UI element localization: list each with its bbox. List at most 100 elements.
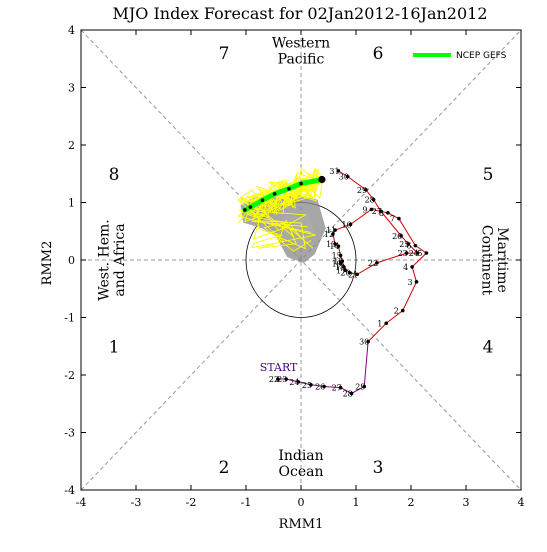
observed-point bbox=[322, 384, 326, 389]
region-left-line1: West. Hem. bbox=[97, 219, 113, 300]
observed-point bbox=[397, 216, 401, 221]
ensemble-mean-point bbox=[260, 198, 265, 202]
observed-point bbox=[345, 174, 350, 179]
legend: NCEP GEFS bbox=[413, 51, 507, 61]
day-label: 24 bbox=[289, 378, 299, 387]
y-axis-label: RMM2 bbox=[40, 241, 55, 286]
observed-point bbox=[309, 382, 313, 387]
x-tick-label: -1 bbox=[241, 496, 252, 509]
phase-label: 1 bbox=[109, 337, 120, 357]
y-tick-label: 0 bbox=[68, 254, 75, 267]
ensemble-member-line bbox=[245, 173, 323, 210]
ensemble-mean-point bbox=[318, 175, 326, 184]
observed-point bbox=[296, 380, 301, 384]
day-label: 25 bbox=[302, 381, 312, 390]
observed-point bbox=[355, 272, 359, 277]
x-tick-label: 1 bbox=[353, 496, 360, 509]
day-label: 12 bbox=[324, 230, 334, 239]
observed-point bbox=[333, 242, 337, 246]
day-label: 19 bbox=[332, 259, 342, 268]
day-label: 10 bbox=[342, 220, 352, 229]
observed-point bbox=[369, 207, 374, 212]
day-label: 30 bbox=[359, 338, 369, 347]
phase-label: 7 bbox=[219, 44, 230, 64]
day-label: 17 bbox=[336, 266, 346, 275]
observed-point bbox=[347, 270, 352, 275]
observed-point bbox=[342, 265, 346, 269]
region-right-line2: Continent bbox=[479, 225, 495, 296]
day-label: 28 bbox=[365, 196, 375, 205]
region-top-line1: Western bbox=[272, 35, 330, 51]
observed-point bbox=[336, 169, 341, 173]
y-tick-label: -1 bbox=[64, 312, 75, 325]
observed-point bbox=[375, 261, 379, 265]
phase-label: 2 bbox=[219, 458, 230, 478]
observed-point bbox=[406, 242, 411, 246]
start-label: START bbox=[260, 361, 298, 374]
x-tick-label: -2 bbox=[186, 496, 197, 509]
phase-label: 8 bbox=[109, 165, 120, 185]
ensemble-mean-track bbox=[242, 175, 326, 213]
day-label: 15 bbox=[332, 251, 342, 260]
region-left-line2: and Africa bbox=[112, 223, 128, 296]
ensemble-member-line bbox=[251, 179, 324, 221]
region-bottom-line2: Ocean bbox=[279, 464, 324, 480]
observed-point bbox=[384, 321, 389, 326]
day-label: 9 bbox=[362, 205, 367, 214]
y-tick-label: 3 bbox=[68, 82, 75, 95]
phase-label: 5 bbox=[483, 165, 494, 185]
day-label: 11 bbox=[326, 226, 336, 235]
day-label: 21 bbox=[348, 270, 358, 279]
ensemble-member-line bbox=[244, 178, 324, 219]
day-label: 2 bbox=[394, 307, 399, 316]
observed-point bbox=[364, 188, 368, 192]
y-tick-label: -4 bbox=[64, 484, 75, 497]
day-label: 5 bbox=[417, 249, 422, 258]
day-label: 27 bbox=[372, 207, 382, 216]
observed-point bbox=[348, 222, 353, 227]
observed-point bbox=[424, 251, 429, 255]
observed-point bbox=[410, 265, 414, 269]
x-tick-label: 3 bbox=[463, 496, 470, 509]
observed-point bbox=[338, 253, 343, 258]
day-label: 18 bbox=[335, 263, 345, 272]
chart-title: MJO Index Forecast for 02Jan2012-16Jan20… bbox=[112, 4, 487, 23]
day-label: 28 bbox=[343, 389, 353, 398]
day-label: 6 bbox=[406, 242, 411, 251]
day-label: 24 bbox=[409, 249, 419, 258]
day-label: 30 bbox=[339, 173, 349, 182]
ensemble-mean-point bbox=[287, 186, 291, 191]
observed-point bbox=[338, 261, 343, 266]
y-tick-label: -3 bbox=[64, 427, 75, 440]
y-tick-label: 1 bbox=[68, 197, 75, 210]
observed-point bbox=[371, 197, 376, 202]
x-tick-label: 4 bbox=[518, 496, 525, 509]
ensemble-mean-point bbox=[299, 181, 303, 186]
day-label: 27 bbox=[332, 384, 342, 393]
y-tick-label: 2 bbox=[68, 139, 75, 152]
observed-point bbox=[284, 377, 288, 381]
day-label: 22 bbox=[269, 375, 279, 384]
observed-point bbox=[386, 211, 390, 215]
day-label: 26 bbox=[392, 232, 402, 241]
day-label: 25 bbox=[399, 240, 409, 249]
observed-point bbox=[400, 308, 405, 313]
x-tick-label: 0 bbox=[298, 496, 305, 509]
observed-point bbox=[362, 384, 367, 389]
day-label: 7 bbox=[390, 215, 395, 224]
ensemble-mean-point bbox=[248, 205, 253, 209]
observed-point bbox=[404, 251, 409, 255]
day-label: 1 bbox=[377, 319, 382, 328]
day-label: 31 bbox=[329, 167, 339, 176]
x-tick-label: -3 bbox=[131, 496, 142, 509]
observed-point bbox=[366, 339, 370, 344]
day-label: 29 bbox=[355, 383, 365, 392]
ensemble-mean-point bbox=[272, 192, 277, 196]
observed-point bbox=[415, 251, 420, 255]
observed-point bbox=[276, 377, 280, 381]
day-label: 3 bbox=[408, 278, 413, 287]
day-label: 20 bbox=[340, 269, 350, 278]
